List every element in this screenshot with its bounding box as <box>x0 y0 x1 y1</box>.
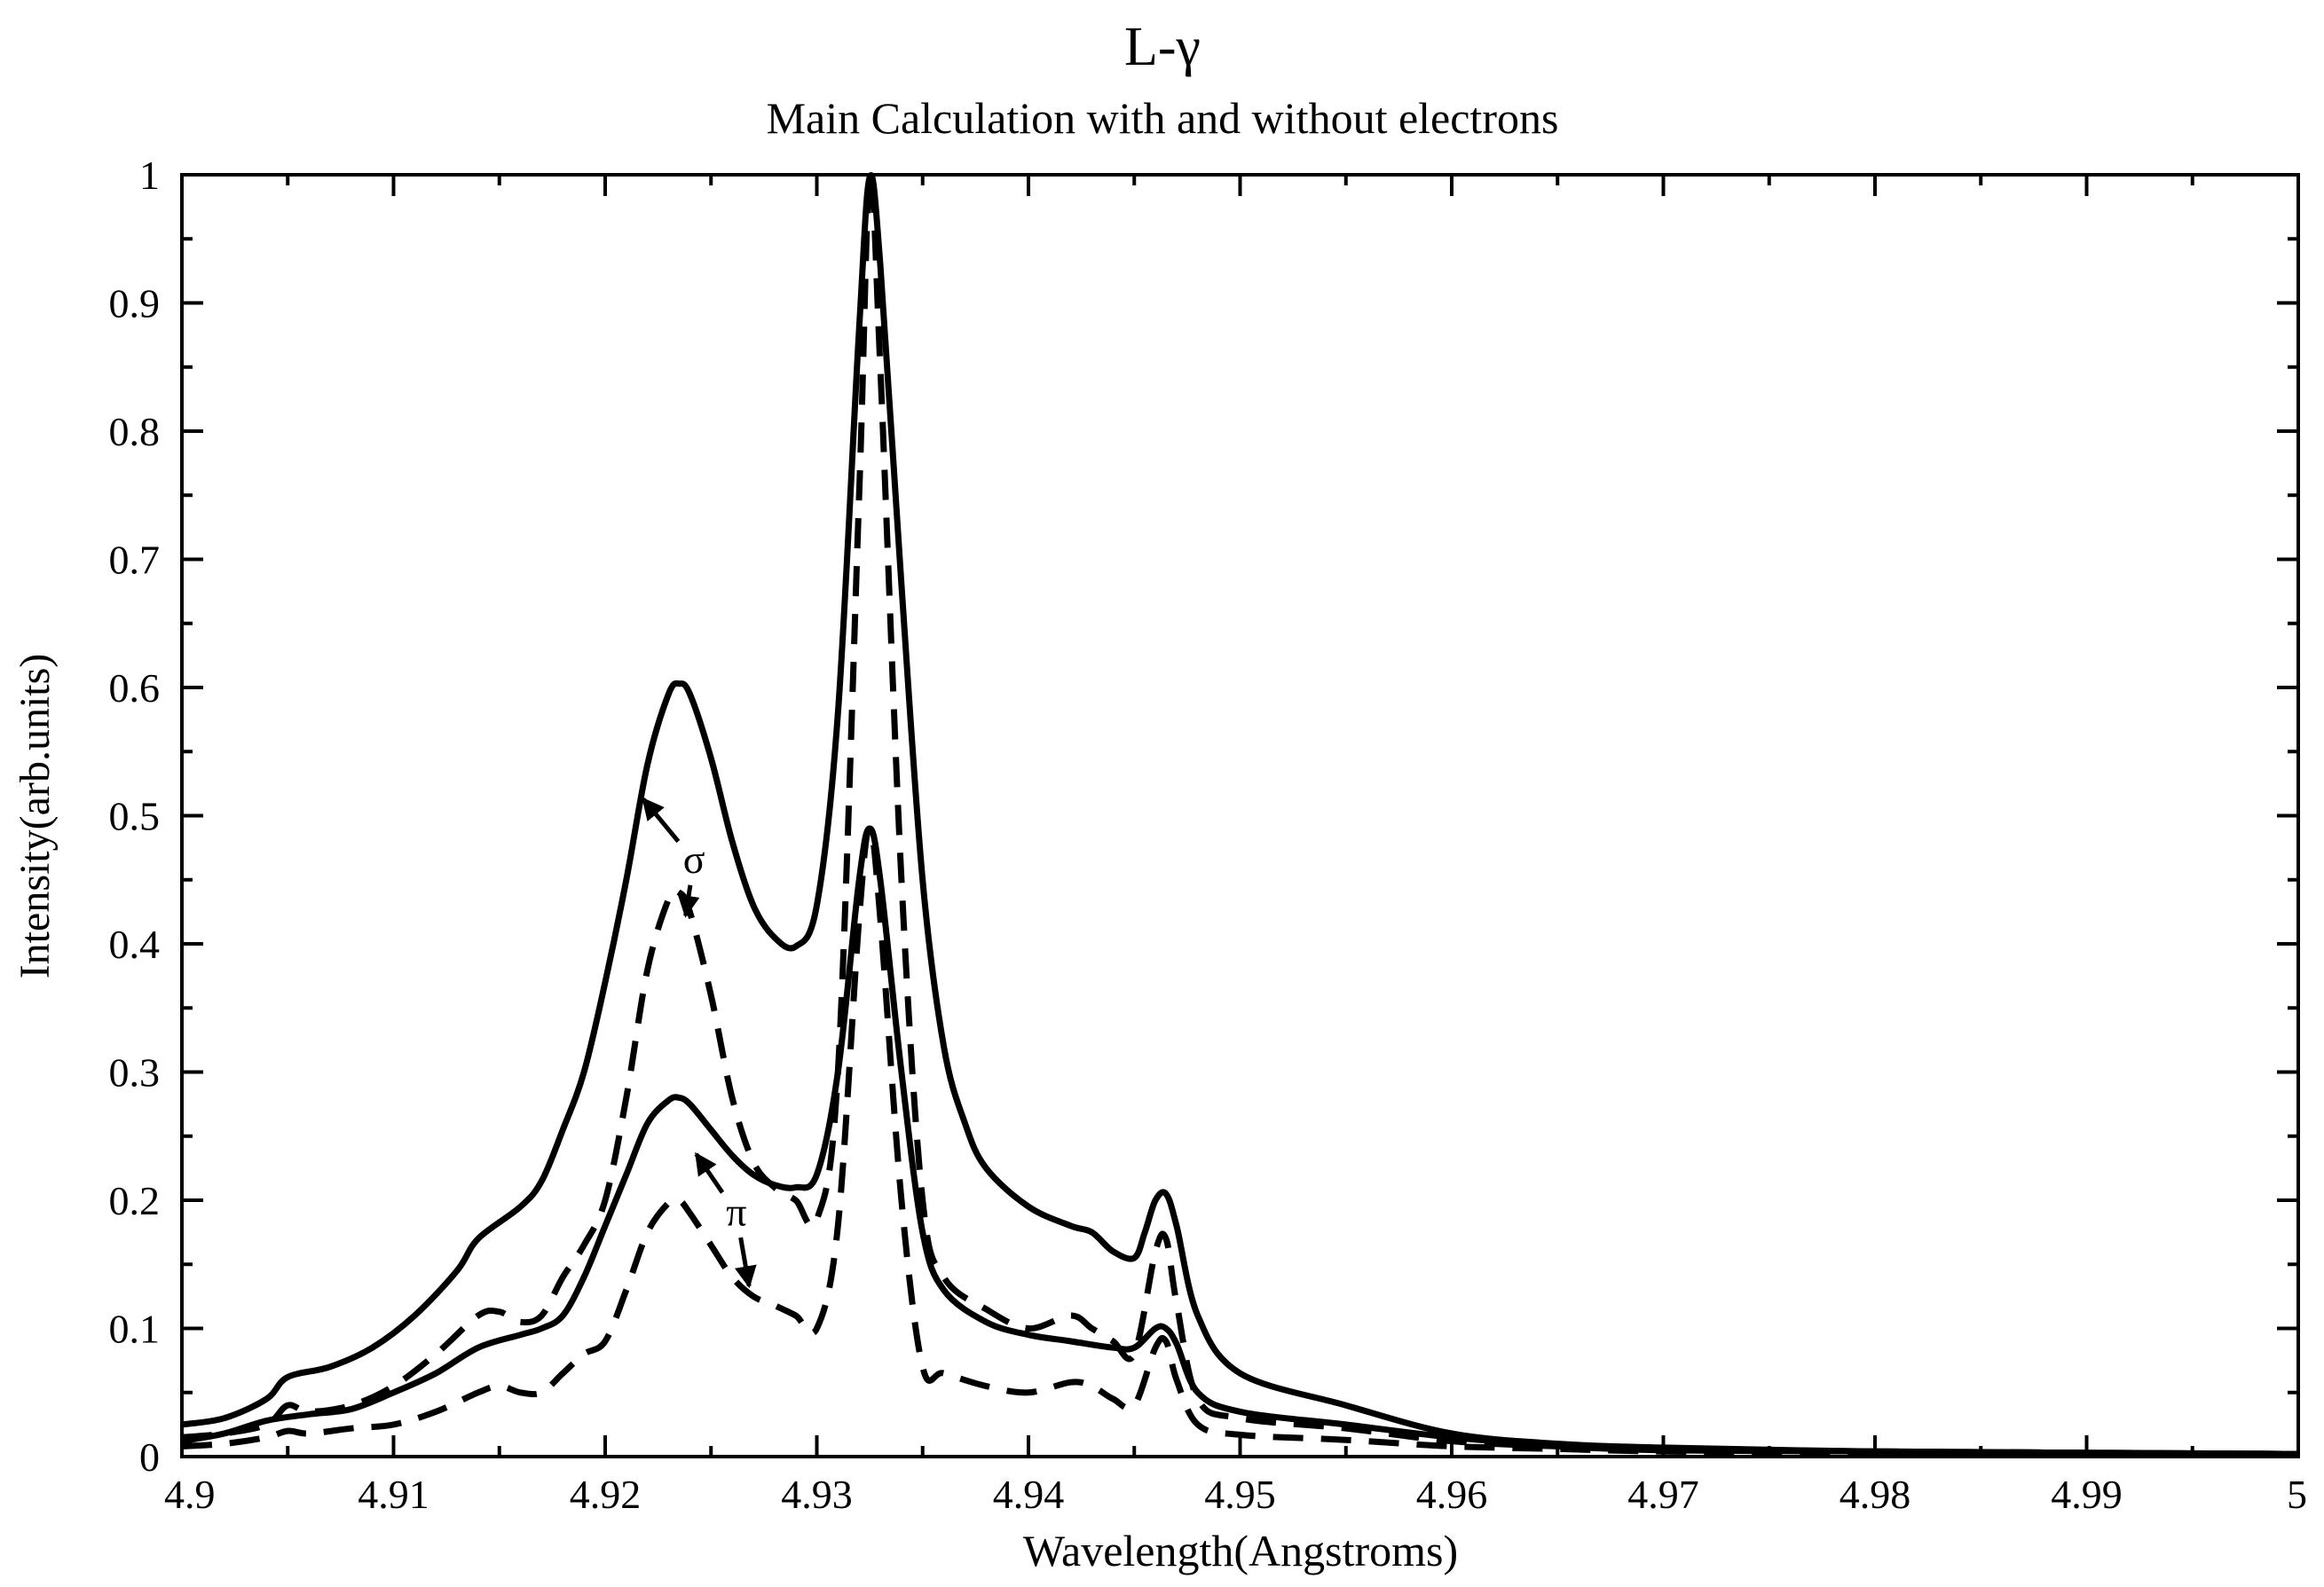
annotation-label: π <box>726 1189 746 1234</box>
chart-subtitle: Main Calculation with and without electr… <box>767 93 1559 143</box>
plot-frame <box>180 173 2300 1458</box>
series-line-3 <box>181 825 2299 1457</box>
x-tick-label: 4.92 <box>570 1472 642 1517</box>
x-tick-label: 4.98 <box>1840 1472 1911 1517</box>
annotation-label: σ <box>683 837 705 882</box>
y-tick-label: 0.8 <box>109 409 161 454</box>
x-tick-label: 4.94 <box>993 1472 1065 1517</box>
y-tick-label: 0 <box>139 1434 160 1480</box>
x-axis-label: Wavelength(Angstroms) <box>1023 1526 1458 1575</box>
y-tick-label: 0.2 <box>109 1178 161 1223</box>
x-tick-label: 5 <box>2287 1472 2307 1517</box>
x-tick-label: 4.96 <box>1416 1472 1488 1517</box>
y-tick-label: 0.1 <box>109 1307 161 1352</box>
x-tick-label: 4.99 <box>2051 1472 2123 1517</box>
chart-title: L-γ <box>1124 17 1201 77</box>
annotation-arrow <box>677 884 700 918</box>
y-tick-labels: 0 0.1 0.2 0.3 0.4 0.5 0.6 0.7 0.8 0.9 1 <box>109 153 161 1480</box>
annotation-arrow <box>735 1237 757 1289</box>
x-tick-label: 4.95 <box>1204 1472 1276 1517</box>
x-tick-label: 4.93 <box>781 1472 853 1517</box>
y-tick-label: 0.3 <box>109 1050 161 1096</box>
y-tick-label: 0.9 <box>109 281 161 326</box>
annotation-arrow <box>642 797 681 844</box>
annotations: σπ <box>642 797 757 1289</box>
x-tick-label: 4.97 <box>1627 1472 1699 1517</box>
series-line-4 <box>181 825 2299 1457</box>
y-tick-label: 1 <box>139 153 160 198</box>
plot-lines <box>181 171 2299 1457</box>
series-line-2 <box>181 171 2299 1457</box>
y-axis-label: Intensity(arb.units) <box>12 654 59 979</box>
y-tick-label: 0.6 <box>109 665 161 711</box>
y-tick-label: 0.7 <box>109 538 161 583</box>
series-line-1 <box>181 172 2299 1457</box>
x-tick-label: 4.9 <box>164 1472 216 1517</box>
annotation-arrow <box>694 1151 725 1194</box>
axis-ticks <box>180 173 2300 1458</box>
x-tick-label: 4.91 <box>358 1472 429 1517</box>
y-tick-label: 0.5 <box>109 794 161 839</box>
x-tick-labels: 4.9 4.91 4.92 4.93 4.94 4.95 4.96 4.97 4.98 4.99 5 <box>164 1472 2307 1517</box>
y-tick-label: 0.4 <box>109 922 161 967</box>
